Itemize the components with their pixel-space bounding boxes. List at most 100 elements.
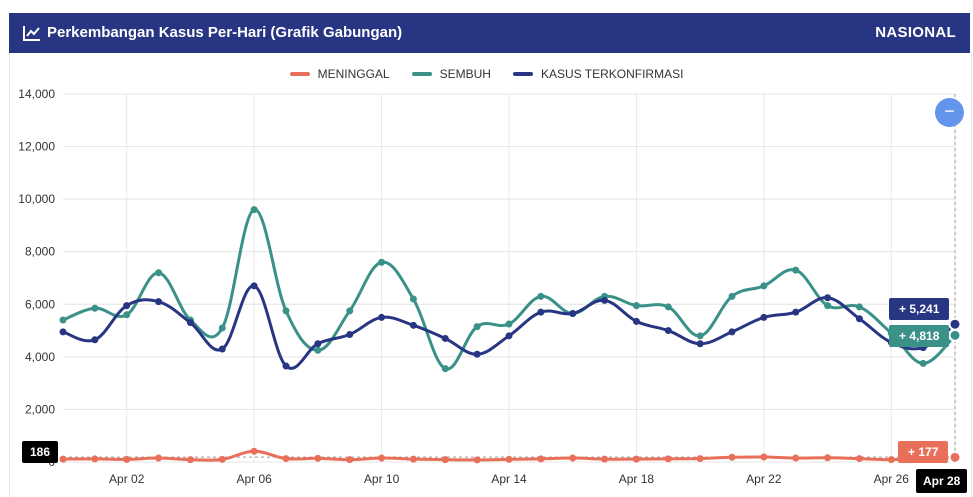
point-sembuh xyxy=(218,324,226,332)
y-tick-label: 6,000 xyxy=(25,297,55,311)
point-sembuh xyxy=(378,258,386,266)
x-tick-label: Apr 02 xyxy=(109,472,145,486)
point-kasus xyxy=(91,336,99,344)
point-meninggal xyxy=(155,454,163,462)
point-kasus xyxy=(378,313,386,321)
point-kasus xyxy=(123,302,131,310)
point-kasus xyxy=(59,328,67,336)
point-kasus xyxy=(155,298,163,306)
point-sembuh xyxy=(473,323,481,331)
point-meninggal xyxy=(855,455,863,463)
legend-swatch-sembuh xyxy=(411,72,432,76)
point-sembuh xyxy=(91,304,99,312)
point-kasus xyxy=(664,327,672,335)
point-meninggal xyxy=(824,454,832,462)
y-tick-label: 2,000 xyxy=(25,402,55,416)
point-kasus xyxy=(728,328,736,336)
tooltip-confirmed: + 5,241 xyxy=(889,298,950,320)
point-meninggal xyxy=(664,455,672,463)
point-meninggal xyxy=(760,453,768,461)
point-meninggal xyxy=(250,447,258,455)
x-tick-label: Apr 22 xyxy=(746,472,782,486)
point-kasus xyxy=(601,296,609,304)
point-meninggal xyxy=(728,453,736,461)
chart-panel xyxy=(9,53,972,497)
point-meninggal xyxy=(537,455,545,463)
crosshair-y-label: 186 xyxy=(22,441,59,463)
point-meninggal xyxy=(409,455,417,463)
legend-label-kasus: KASUS TERKONFIRMASI xyxy=(540,67,684,81)
point-meninggal xyxy=(441,456,449,464)
point-meninggal xyxy=(887,456,895,464)
point-meninggal xyxy=(314,454,322,462)
point-kasus xyxy=(760,313,768,321)
point-kasus xyxy=(824,294,832,302)
point-meninggal xyxy=(218,455,226,463)
y-tick-label: 10,000 xyxy=(18,192,55,206)
point-kasus xyxy=(441,334,449,342)
y-tick-label: 8,000 xyxy=(25,245,55,259)
point-meninggal xyxy=(792,454,800,462)
legend-item-kasus[interactable]: KASUS TERKONFIRMASI xyxy=(512,67,684,81)
legend-swatch-meninggal xyxy=(289,72,310,76)
point-kasus xyxy=(282,362,290,370)
point-sembuh xyxy=(948,328,962,342)
point-meninggal xyxy=(569,454,577,462)
point-meninggal xyxy=(59,455,67,463)
legend-swatch-kasus xyxy=(512,72,533,76)
point-meninggal xyxy=(696,455,704,463)
point-kasus xyxy=(632,317,640,325)
point-kasus xyxy=(792,308,800,316)
point-meninggal xyxy=(378,454,386,462)
point-sembuh xyxy=(346,307,354,315)
point-sembuh xyxy=(728,292,736,300)
point-sembuh xyxy=(919,359,927,367)
point-kasus xyxy=(696,340,704,348)
legend-item-meninggal[interactable]: MENINGGAL xyxy=(289,67,390,81)
x-tick-label: Apr 18 xyxy=(619,472,655,486)
legend-label-meninggal: MENINGGAL xyxy=(317,67,390,81)
point-sembuh xyxy=(696,332,704,340)
point-sembuh xyxy=(632,302,640,310)
point-sembuh xyxy=(760,282,768,290)
chart-title: Perkembangan Kasus Per-Hari (Grafik Gabu… xyxy=(47,24,403,41)
point-kasus xyxy=(314,340,322,348)
point-sembuh xyxy=(155,269,163,277)
point-kasus xyxy=(473,350,481,358)
chart-legend: MENINGGAL SEMBUH KASUS TERKONFIRMASI xyxy=(0,67,973,81)
point-sembuh xyxy=(59,316,67,324)
point-sembuh xyxy=(855,303,863,311)
series-line-kasus xyxy=(62,284,956,370)
point-sembuh xyxy=(250,206,258,214)
x-tick-label: Apr 06 xyxy=(236,472,272,486)
x-tick-label: Apr 10 xyxy=(364,472,400,486)
y-tick-label: 12,000 xyxy=(18,140,55,154)
legend-label-sembuh: SEMBUH xyxy=(439,67,491,81)
x-tick-label: Apr 14 xyxy=(491,472,527,486)
point-meninggal xyxy=(123,455,131,463)
point-kasus xyxy=(948,317,962,331)
legend-item-sembuh[interactable]: SEMBUH xyxy=(411,67,491,81)
collapse-button[interactable]: − xyxy=(935,98,964,127)
point-kasus xyxy=(218,345,226,353)
point-sembuh xyxy=(409,295,417,303)
tooltip-deaths: + 177 xyxy=(898,441,949,463)
tooltip-recovered: + 4,818 xyxy=(889,325,950,347)
point-meninggal xyxy=(601,455,609,463)
point-kasus xyxy=(186,319,194,327)
point-sembuh xyxy=(282,307,290,315)
point-sembuh xyxy=(537,292,545,300)
point-kasus xyxy=(346,331,354,339)
crosshair-x-label: Apr 28 xyxy=(916,469,968,493)
point-meninggal xyxy=(346,456,354,464)
point-sembuh xyxy=(505,320,513,328)
point-kasus xyxy=(505,332,513,340)
point-kasus xyxy=(537,308,545,316)
point-sembuh xyxy=(314,346,322,354)
chart-header: Perkembangan Kasus Per-Hari (Grafik Gabu… xyxy=(9,13,970,53)
point-meninggal xyxy=(505,455,513,463)
y-tick-label: 14,000 xyxy=(18,87,55,101)
point-kasus xyxy=(250,282,258,290)
x-tick-label: Apr 26 xyxy=(874,472,910,486)
